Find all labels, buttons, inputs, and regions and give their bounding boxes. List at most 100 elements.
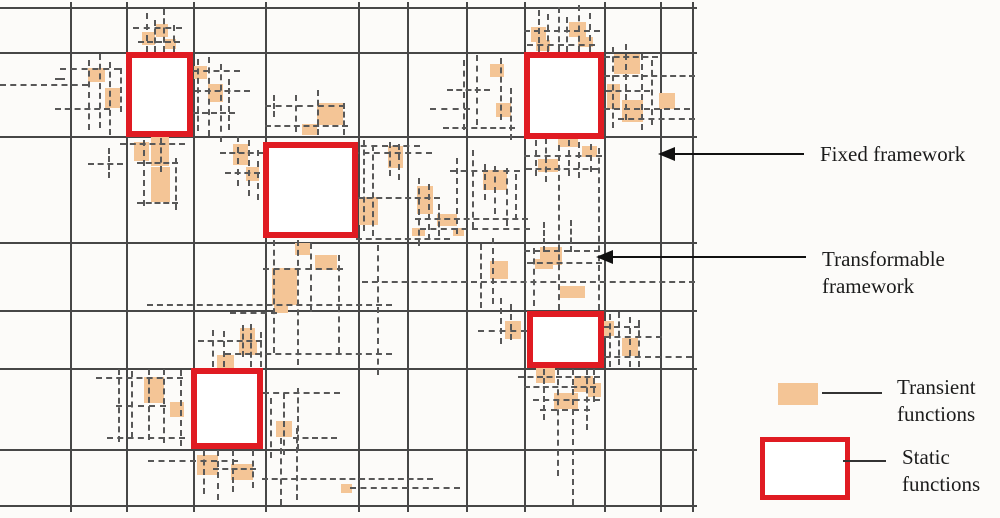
transformable-framework-dashed-line-horizontal xyxy=(604,75,695,77)
transformable-framework-dashed-line-vertical xyxy=(131,371,133,438)
transformable-framework-dashed-line-vertical xyxy=(398,144,400,180)
transformable-framework-dashed-line-vertical xyxy=(578,5,580,52)
transformable-framework-dashed-line-vertical xyxy=(232,450,234,492)
transient-function-square xyxy=(622,100,643,122)
static-functions-swatch xyxy=(760,437,850,500)
transformable-framework-dashed-line-vertical xyxy=(120,68,122,112)
transient-function-square xyxy=(274,303,288,313)
transient-function-square xyxy=(105,88,120,108)
transformable-framework-dashed-line-horizontal xyxy=(265,125,348,127)
transformable-framework-label-line1: Transformable xyxy=(822,247,945,271)
transformable-framework-dashed-line-horizontal xyxy=(533,399,600,401)
transformable-framework-dashed-line-horizontal xyxy=(225,172,260,174)
transformable-framework-dashed-line-horizontal xyxy=(193,112,235,114)
grid-line-horizontal xyxy=(0,368,697,370)
transformable-framework-dashed-line-vertical xyxy=(248,140,250,196)
static-functions-label-line2: functions xyxy=(902,472,981,496)
transformable-framework-dashed-line-vertical xyxy=(146,13,148,52)
legend-transient-connector-line xyxy=(822,392,882,394)
grid-line-horizontal xyxy=(0,449,697,451)
transformable-framework-dashed-line-vertical xyxy=(558,145,560,310)
transient-functions-label: Transient functions xyxy=(897,374,976,428)
static-function-square xyxy=(126,52,193,137)
transformable-framework-dashed-line-vertical xyxy=(494,166,496,214)
transient-function-square xyxy=(194,66,207,79)
transient-function-square xyxy=(659,93,675,109)
transformable-framework-dashed-line-vertical xyxy=(638,320,640,367)
transformable-framework-dashed-line-vertical xyxy=(109,62,111,135)
transient-function-square xyxy=(341,484,352,493)
transient-function-square xyxy=(156,24,168,37)
transformable-framework-dashed-line-horizontal xyxy=(443,127,515,129)
transformable-framework-dashed-line-horizontal xyxy=(60,68,120,70)
transformable-framework-dashed-line-vertical xyxy=(418,178,420,246)
grid-line-vertical xyxy=(466,2,468,512)
transformable-framework-dashed-line-horizontal xyxy=(420,228,530,230)
transformable-framework-dashed-line-horizontal xyxy=(55,108,110,110)
grid-line-vertical xyxy=(193,2,195,512)
transformable-framework-dashed-line-vertical xyxy=(175,158,177,210)
transformable-framework-dashed-line-vertical xyxy=(297,240,299,365)
transient-function-square xyxy=(317,103,343,125)
transformable-framework-dashed-line-vertical xyxy=(363,140,365,231)
transformable-framework-dashed-line-vertical xyxy=(535,140,537,176)
transformable-framework-dashed-line-vertical xyxy=(641,54,643,130)
transformable-framework-dashed-line-vertical xyxy=(197,59,199,131)
transient-function-square xyxy=(538,159,558,172)
transformable-framework-dashed-line-vertical xyxy=(372,145,374,236)
transformable-framework-dashed-line-horizontal xyxy=(524,30,600,32)
transformable-framework-dashed-line-horizontal xyxy=(478,330,527,332)
grid-line-vertical xyxy=(265,2,267,512)
grid-line-horizontal xyxy=(0,242,697,244)
static-functions-label: Static functions xyxy=(902,444,980,498)
transformable-framework-dashed-line-vertical xyxy=(428,184,430,240)
transient-function-square xyxy=(165,39,176,49)
fixed-framework-label: Fixed framework xyxy=(820,141,965,168)
legend-static-connector-line xyxy=(843,460,886,462)
transformable-framework-dashed-line-vertical xyxy=(343,103,345,135)
transformable-framework-dashed-line-horizontal xyxy=(524,386,596,388)
grid-line-vertical xyxy=(126,2,128,512)
transformable-framework-dashed-line-vertical xyxy=(533,248,535,306)
transformable-framework-dashed-line-vertical xyxy=(543,369,545,420)
static-function-square xyxy=(263,142,358,238)
transformable-framework-dashed-line-vertical xyxy=(260,332,262,367)
transformable-framework-dashed-line-horizontal xyxy=(225,353,392,355)
transformable-framework-dashed-line-horizontal xyxy=(137,162,178,164)
transient-function-square xyxy=(437,214,457,226)
transformable-framework-dashed-line-vertical xyxy=(590,144,592,172)
transformable-framework-dashed-line-horizontal xyxy=(430,108,470,110)
transient-function-square xyxy=(88,68,105,82)
transformable-framework-dashed-line-vertical xyxy=(217,450,219,500)
transformable-framework-dashed-line-horizontal xyxy=(526,168,598,170)
transformable-framework-dashed-line-horizontal xyxy=(518,376,600,378)
transient-function-square xyxy=(208,84,223,102)
transformable-framework-dashed-line-vertical xyxy=(228,79,230,130)
transient-functions-swatch xyxy=(778,383,818,405)
transformable-framework-dashed-line-horizontal xyxy=(606,90,650,92)
transformable-framework-dashed-line-vertical xyxy=(618,312,620,365)
transient-function-square xyxy=(315,255,337,270)
transformable-framework-dashed-line-horizontal xyxy=(604,56,658,58)
transformable-framework-dashed-line-vertical xyxy=(500,298,502,344)
transformable-framework-dashed-line-vertical xyxy=(163,9,165,52)
transformable-framework-dashed-line-horizontal xyxy=(220,152,263,154)
transformable-framework-dashed-line-vertical xyxy=(273,240,275,353)
grid-line-vertical xyxy=(524,2,526,512)
transformable-framework-dashed-line-vertical xyxy=(557,369,559,476)
transformable-framework-label: Transformable framework xyxy=(822,246,945,300)
transformable-framework-dashed-line-horizontal xyxy=(604,356,692,358)
transformable-framework-dashed-line-vertical xyxy=(463,60,465,130)
transformable-framework-dashed-line-vertical xyxy=(160,138,162,172)
transformable-framework-dashed-line-horizontal xyxy=(198,340,262,342)
transformable-framework-dashed-line-vertical xyxy=(295,95,297,132)
transformable-framework-dashed-line-horizontal xyxy=(350,487,460,489)
transformable-framework-dashed-line-vertical xyxy=(625,44,627,120)
transformable-framework-dashed-line-vertical xyxy=(651,60,653,125)
transformable-framework-dashed-line-vertical xyxy=(270,398,272,458)
transient-function-square xyxy=(217,355,234,368)
transformable-framework-dashed-line-horizontal xyxy=(262,478,433,480)
transient-function-square xyxy=(536,368,555,383)
transformable-framework-dashed-line-vertical xyxy=(180,370,182,446)
